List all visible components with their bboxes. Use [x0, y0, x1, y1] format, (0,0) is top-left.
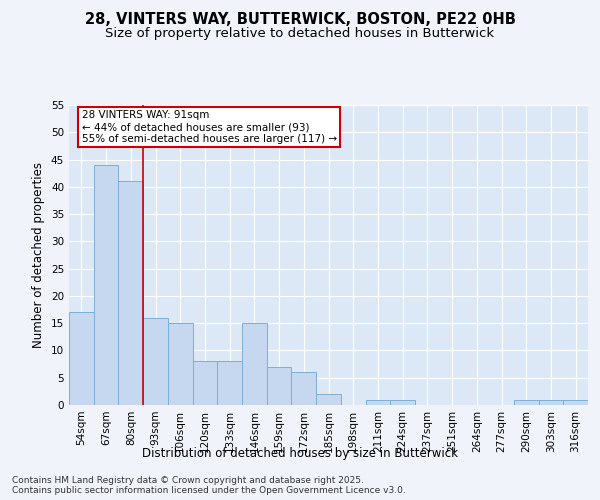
Text: Contains HM Land Registry data © Crown copyright and database right 2025.
Contai: Contains HM Land Registry data © Crown c…: [12, 476, 406, 495]
Bar: [242, 323, 267, 405]
Y-axis label: Number of detached properties: Number of detached properties: [32, 162, 46, 348]
Text: 28 VINTERS WAY: 91sqm
← 44% of detached houses are smaller (93)
55% of semi-deta: 28 VINTERS WAY: 91sqm ← 44% of detached …: [82, 110, 337, 144]
Text: 28, VINTERS WAY, BUTTERWICK, BOSTON, PE22 0HB: 28, VINTERS WAY, BUTTERWICK, BOSTON, PE2…: [85, 12, 515, 28]
Bar: [365, 400, 390, 405]
Bar: [539, 400, 563, 405]
Bar: [193, 362, 217, 405]
Bar: [118, 182, 143, 405]
Bar: [316, 394, 341, 405]
Bar: [94, 165, 118, 405]
Bar: [563, 400, 588, 405]
Bar: [143, 318, 168, 405]
Text: Distribution of detached houses by size in Butterwick: Distribution of detached houses by size …: [142, 448, 458, 460]
Bar: [267, 367, 292, 405]
Bar: [292, 372, 316, 405]
Bar: [390, 400, 415, 405]
Bar: [168, 323, 193, 405]
Bar: [217, 362, 242, 405]
Text: Size of property relative to detached houses in Butterwick: Size of property relative to detached ho…: [106, 28, 494, 40]
Bar: [514, 400, 539, 405]
Bar: [69, 312, 94, 405]
